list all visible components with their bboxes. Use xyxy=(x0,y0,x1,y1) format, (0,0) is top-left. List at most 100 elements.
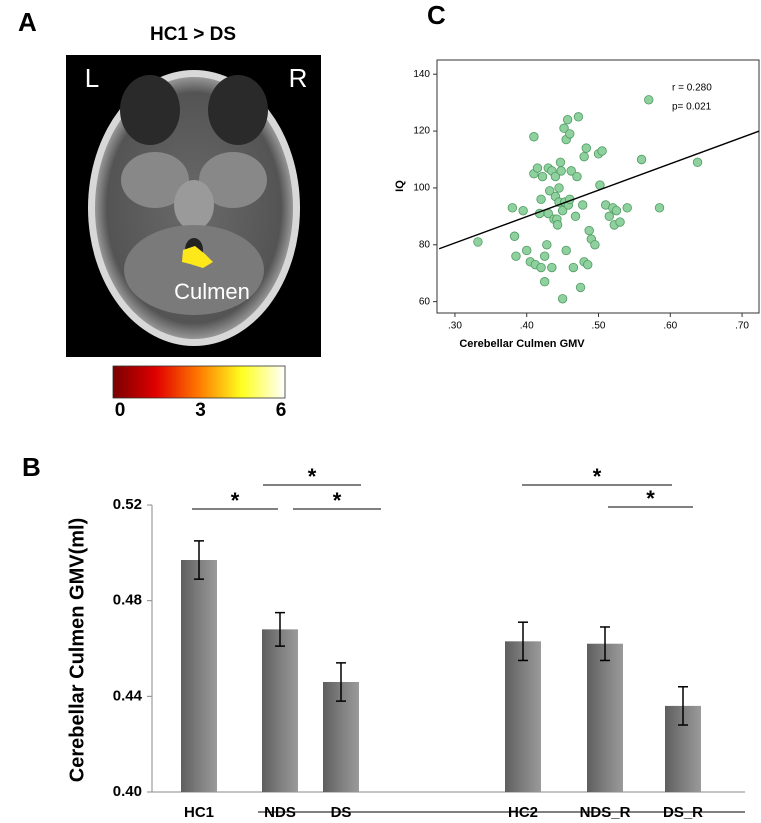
scatter-point xyxy=(529,132,539,142)
x-axis-label: Cerebellar Culmen GMV xyxy=(459,338,585,350)
scatter-point xyxy=(544,186,555,196)
colorbar-tick-label: 0 xyxy=(115,400,126,421)
scatter-point xyxy=(604,211,614,222)
x-tick-label: .30 xyxy=(448,321,462,332)
panel-title: HC1 > DS xyxy=(150,24,236,45)
y-tick-label: 100 xyxy=(413,183,430,194)
significance-marker: * xyxy=(646,486,655,511)
colorbar-tick-label: 3 xyxy=(195,400,206,421)
scatter-point xyxy=(615,217,625,227)
scatter-point xyxy=(555,157,566,168)
error-bar xyxy=(194,540,204,580)
scatter-point xyxy=(579,151,589,162)
scatter-point xyxy=(511,251,521,261)
x-tick-label: .60 xyxy=(663,321,677,332)
scatter-point xyxy=(578,200,588,210)
bar xyxy=(181,560,217,792)
error-bar xyxy=(678,686,688,726)
scatter-point xyxy=(542,240,552,250)
significance-marker: * xyxy=(333,488,342,513)
scatter-point xyxy=(611,205,622,216)
x-tick-label: DS_R xyxy=(663,804,703,821)
right-label: R xyxy=(289,63,308,93)
scatter-point xyxy=(559,123,569,133)
scatter-point xyxy=(565,129,575,139)
scatter-point xyxy=(590,240,600,250)
scatter-point xyxy=(554,183,564,193)
error-bar xyxy=(275,611,285,647)
scatter-point xyxy=(557,205,568,216)
x-tick-label: HC1 xyxy=(184,804,214,821)
scatter-point xyxy=(547,262,557,273)
significance-marker: * xyxy=(308,464,317,489)
region-label: Culmen xyxy=(174,279,250,304)
x-tick-label: HC2 xyxy=(508,804,538,821)
x-tick-label: NDS_R xyxy=(580,804,631,821)
x-tick-label: .40 xyxy=(520,321,534,332)
scatter-point xyxy=(575,282,586,293)
scatter-point xyxy=(539,251,550,261)
scatter-point xyxy=(539,277,550,287)
y-tick-label: 0.52 xyxy=(113,496,142,513)
y-axis-label: IQ xyxy=(394,180,406,192)
scatter-point xyxy=(532,163,543,173)
scatter-point xyxy=(654,203,665,213)
colorbar xyxy=(112,365,286,399)
y-tick-label: 0.40 xyxy=(113,783,142,800)
y-axis-label: Cerebellar Culmen GMV(ml) xyxy=(66,518,88,783)
scatter-point xyxy=(573,112,584,122)
colorbar-tick-label: 6 xyxy=(276,400,287,421)
x-tick-label: .70 xyxy=(735,321,749,332)
left-label: L xyxy=(85,63,99,93)
panel-label: B xyxy=(22,452,41,482)
scatter-point xyxy=(597,146,607,156)
panel-label: C xyxy=(427,0,446,30)
fit-line xyxy=(438,130,760,250)
scatter-point xyxy=(507,203,518,213)
scatter-point xyxy=(473,237,483,247)
x-tick-label: .50 xyxy=(592,321,606,332)
y-tick-label: 0.48 xyxy=(113,592,142,609)
scatter-point xyxy=(557,294,568,304)
scatter-point xyxy=(562,114,573,125)
scatter-point xyxy=(522,245,532,256)
scatter-point xyxy=(550,171,561,182)
y-tick-label: 60 xyxy=(419,296,431,307)
scatter-point xyxy=(518,205,528,216)
annotation: r = 0.280 xyxy=(672,83,712,94)
panel-label: A xyxy=(18,7,37,37)
scatter-point xyxy=(622,203,632,213)
significance-marker: * xyxy=(593,464,602,489)
scatter-point xyxy=(692,157,703,168)
scatter-point xyxy=(509,231,520,241)
y-tick-label: 0.44 xyxy=(113,687,143,704)
x-tick-label: DS xyxy=(331,804,352,821)
scatter-point xyxy=(581,143,591,153)
y-tick-label: 140 xyxy=(413,69,430,80)
brain-image xyxy=(88,70,300,346)
scatter-point xyxy=(584,225,594,236)
scatter-point xyxy=(636,154,647,165)
scatter-point xyxy=(566,166,576,176)
bar xyxy=(262,629,298,792)
bar xyxy=(587,643,623,792)
annotation: p= 0.021 xyxy=(672,102,712,113)
scatter-point xyxy=(572,171,582,182)
scatter-point xyxy=(644,95,654,105)
scatter-point xyxy=(536,262,546,273)
scatter-point xyxy=(570,211,581,222)
scatter-point xyxy=(561,245,571,256)
scatter-point xyxy=(583,259,593,270)
y-tick-label: 120 xyxy=(413,126,430,137)
x-tick-label: NDS xyxy=(264,804,296,821)
error-bar xyxy=(600,626,610,662)
scatter-point xyxy=(568,262,579,273)
bar xyxy=(505,641,541,792)
scatter-point xyxy=(556,166,566,176)
scatter-point xyxy=(537,171,548,182)
scatter-point xyxy=(552,220,563,230)
significance-marker: * xyxy=(231,488,240,513)
error-bar xyxy=(518,621,528,662)
scatter-point xyxy=(536,194,546,204)
